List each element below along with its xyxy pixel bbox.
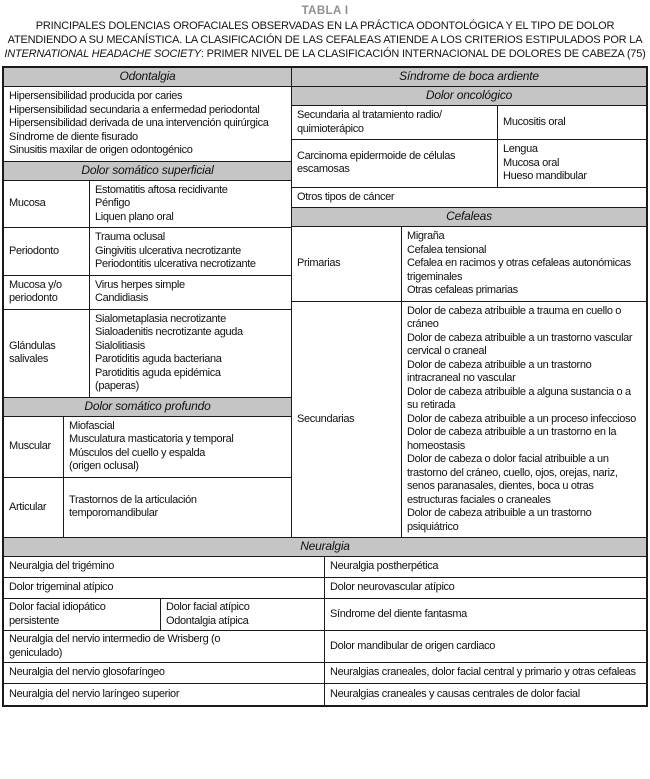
table-row-periodonto: Periodonto Trauma oclusal Gingivitis ulc… (4, 228, 291, 276)
row-label-glandulas-salivales: Glándulas salivales (4, 309, 90, 397)
right-panel: Síndrome de boca ardiente Dolor oncológi… (292, 68, 646, 537)
cell-facial-idiopatico-group: Dolor facial idiopático persistente Dolo… (4, 599, 325, 630)
row-label-mucosa: Mucosa (4, 180, 90, 227)
row-items-glandulas-salivales: Sialometaplasia necrotizante Sialoadenit… (95, 312, 243, 393)
cell-dolor-neurovascular-atipico: Dolor neurovascular atípico (330, 581, 455, 594)
row-label-periodonto: Periodonto (4, 228, 90, 275)
cell-neuralgia-wrisberg: Neuralgia del nervio intermedio de Wrisb… (4, 631, 325, 662)
table-row-wrisberg: Neuralgia del nervio intermedio de Wrisb… (4, 631, 646, 663)
row-cause-radio-quimioterapico: Secundaria al tratamiento radio/ quimiot… (292, 106, 498, 139)
left-panel: Odontalgia Hipersensibilidad producida p… (4, 68, 292, 537)
row-items-articular: Trastornos de la articulación temporoman… (69, 493, 197, 520)
row-items-secundarias: Dolor de cabeza atribuible a trauma en c… (407, 304, 636, 533)
section-header-dolor-somatico-profundo: Dolor somático profundo (4, 397, 291, 417)
table-row-cefaleas-secundarias: Secundarias Dolor de cabeza atribuible a… (292, 301, 646, 537)
section-header-boca-ardiente: Síndrome de boca ardiente (292, 68, 646, 87)
row-label-mucosa-periodonto: Mucosa y/o periodonto (4, 275, 90, 309)
table-row-glosofaringeo: Neuralgia del nervio glosofaríngeo Neura… (4, 663, 646, 684)
row-items-mucosa-periodonto: Virus herpes simple Candidiasis (95, 278, 185, 305)
row-label-muscular: Muscular (4, 416, 64, 477)
neuralgia-section: Neuralgia Neuralgia del trigémino Neural… (4, 537, 646, 705)
caption-text-italic: INTERNATIONAL HEADACHE SOCIETY (4, 48, 201, 60)
table-row-carcinoma-epidermoide: Carcinoma epidermoide de células escamos… (292, 140, 646, 188)
section-header-dolor-somatico-superficial: Dolor somático superficial (4, 161, 291, 181)
section-header-dolor-oncologico: Dolor oncológico (292, 87, 646, 106)
caption-text-part2: : PRIMER NIVEL DE LA CLASIFICACIÓN INTER… (200, 48, 646, 60)
row-label-secundarias: Secundarias (292, 301, 402, 537)
row-label-articular: Articular (4, 477, 64, 537)
section-header-cefaleas: Cefaleas (292, 208, 646, 227)
cell-neuralgias-craneales-causas-centrales: Neuralgias craneales y causas centrales … (330, 687, 580, 700)
cell-neuralgia-glosofaringeo: Neuralgia del nervio glosofaríngeo (4, 663, 325, 683)
cell-dolor-facial-idiopatico: Dolor facial idiopático persistente (4, 599, 161, 630)
row-label-primarias: Primarias (292, 227, 402, 301)
caption-text-part1: PRINCIPALES DOLENCIAS OROFACIALES OBSERV… (7, 20, 643, 46)
table-title-block: TABLA I PRINCIPALES DOLENCIAS OROFACIALE… (4, 4, 646, 61)
row-items-primarias: Migraña Cefalea tensional Cefalea en rac… (407, 230, 631, 296)
row-sites-mucositis-oral: Mucositis oral (503, 115, 566, 128)
cell-sindrome-diente-fantasma: Síndrome del diente fantasma (330, 607, 467, 620)
cell-dolor-mandibular-cardiaco: Dolor mandibular de origen cardiaco (330, 639, 496, 652)
table-row-laringeo-superior: Neuralgia del nervio laríngeo superior N… (4, 684, 646, 705)
cell-dolor-trigeminal-atipico: Dolor trigeminal atípico (4, 578, 325, 598)
cell-neuralgia-postherpetica: Neuralgia postherpética (330, 560, 439, 573)
table-upper-section: Odontalgia Hipersensibilidad producida p… (4, 68, 646, 537)
table-row-glandulas-salivales: Glándulas salivales Sialometaplasia necr… (4, 309, 291, 398)
table-row-radio-quimioterapico: Secundaria al tratamiento radio/ quimiot… (292, 106, 646, 140)
row-cause-carcinoma-epidermoide: Carcinoma epidermoide de células escamos… (292, 140, 498, 187)
table-row-mucosa-periodonto: Mucosa y/o periodonto Virus herpes simpl… (4, 275, 291, 310)
row-items-mucosa: Estomatitis aftosa recidivante Pénfigo L… (95, 183, 228, 223)
cell-neuralgia-laringeo-superior: Neuralgia del nervio laríngeo superior (4, 684, 325, 705)
cell-dolor-facial-atipico: Dolor facial atípico Odontalgia atípica (166, 601, 250, 627)
table-row-facial-idiopatico: Dolor facial idiopático persistente Dolo… (4, 599, 646, 631)
table-row-muscular: Muscular Miofascial Musculatura masticat… (4, 416, 291, 478)
cell-odontalgia-items: Hipersensibilidad producida por caries H… (4, 87, 291, 162)
row-items-periodonto: Trauma oclusal Gingivitis ulcerativa nec… (95, 231, 256, 270)
table-row-trigeminal-atipico: Dolor trigeminal atípico Dolor neurovasc… (4, 578, 646, 599)
cell-otros-tipos-cancer: Otros tipos de cáncer (292, 188, 646, 208)
row-sites-carcinoma: Lengua Mucosa oral Hueso mandibular (503, 143, 587, 182)
section-header-neuralgia: Neuralgia (4, 538, 646, 557)
classification-table: Odontalgia Hipersensibilidad producida p… (2, 66, 648, 707)
cell-neuralgias-craneales-central: Neuralgias craneales, dolor facial centr… (330, 666, 636, 679)
cell-neuralgia-trigemino: Neuralgia del trigémino (4, 557, 325, 577)
table-row-trigemino: Neuralgia del trigémino Neuralgia posthe… (4, 557, 646, 578)
table-number-label: TABLA I (301, 5, 349, 17)
table-caption: PRINCIPALES DOLENCIAS OROFACIALES OBSERV… (4, 19, 646, 61)
section-header-odontalgia: Odontalgia (4, 68, 291, 87)
table-row-articular: Articular Trastornos de la articulación … (4, 477, 291, 537)
table-row-cefaleas-primarias: Primarias Migraña Cefalea tensional Cefa… (292, 227, 646, 302)
row-items-muscular: Miofascial Musculatura masticatoria y te… (69, 419, 234, 473)
table-row-mucosa: Mucosa Estomatitis aftosa recidivante Pé… (4, 180, 291, 228)
